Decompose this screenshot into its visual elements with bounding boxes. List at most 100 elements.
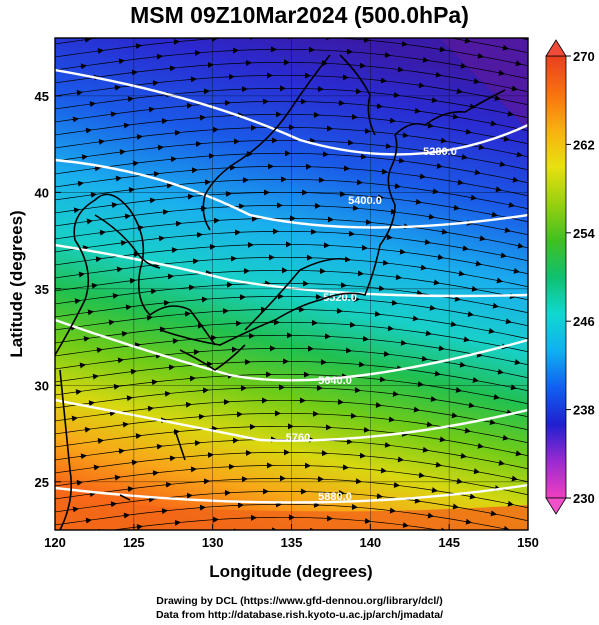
wind-arrow (358, 62, 366, 69)
wind-arrow (186, 193, 194, 200)
credit-drawing: Drawing by DCL (https://www.gfd-dennou.o… (156, 595, 443, 607)
wind-arrow (454, 386, 462, 393)
wind-arrow (94, 558, 100, 559)
contour-label: 5640.0 (318, 375, 352, 387)
wind-arrow (76, 180, 84, 187)
wind-arrow (79, 63, 87, 70)
wind-arrow (474, 260, 482, 267)
wind-arrow (151, 470, 159, 477)
height-contours: 5880.0 5760 5640.0 5520.0 5400.0 5280.0 (55, 68, 528, 504)
wind-arrow (463, 38, 471, 44)
wind-arrow (382, 350, 390, 357)
wind-arrow (488, 419, 496, 426)
wind-streamlines (55, 38, 528, 559)
wind-arrow (515, 151, 523, 158)
height-contour (55, 68, 528, 156)
wind-arrow (421, 56, 429, 63)
height-contour (55, 318, 528, 382)
wind-arrow (110, 202, 118, 209)
wind-arrow (492, 393, 500, 400)
wind-arrow (452, 204, 460, 211)
wind-arrow (509, 384, 517, 391)
wind-arrow (379, 77, 387, 84)
contour-label: 5520.0 (323, 292, 357, 304)
wind-arrow (435, 162, 443, 169)
wind-arrow (363, 518, 371, 524)
wind-arrow (499, 554, 505, 555)
wind-arrow (86, 309, 94, 316)
wind-arrow (383, 441, 391, 448)
wind-arrow (430, 487, 438, 494)
wind-arrow (168, 455, 176, 462)
wind-arrow (150, 379, 158, 386)
wind-arrow (461, 245, 469, 252)
wind-arrow (81, 547, 87, 548)
wind-arrow (75, 89, 83, 96)
wind-arrow (70, 415, 78, 422)
wind-arrow (147, 496, 155, 503)
wind-arrow (391, 390, 399, 397)
wind-arrow (93, 165, 101, 172)
wind-arrow (152, 171, 160, 178)
wind-arrow (476, 442, 484, 449)
wind-arrow (460, 154, 468, 160)
streamline (55, 178, 528, 210)
wind-arrow (78, 362, 86, 369)
wind-arrow (148, 197, 156, 204)
streamline (55, 152, 528, 184)
colorbar: 270 262 254 246 238 230 (545, 39, 595, 515)
wind-arrow (462, 336, 470, 343)
wind-arrow (417, 82, 425, 89)
colorbar-tick-label: 246 (573, 314, 595, 329)
wind-arrow (363, 128, 371, 134)
wind-arrow (493, 95, 501, 102)
wind-arrow (164, 481, 172, 488)
wind-arrow (381, 259, 389, 266)
wind-arrow (362, 426, 370, 433)
wind-arrow (376, 194, 384, 201)
wind-arrow (388, 507, 396, 514)
wind-arrow (122, 512, 130, 519)
wind-arrow (472, 78, 480, 85)
wind-arrow (124, 304, 132, 311)
wind-arrow (75, 479, 83, 486)
wind-arrow (477, 144, 485, 150)
wind-arrow (392, 481, 400, 488)
wind-arrow (79, 453, 87, 460)
wind-arrow (451, 503, 459, 510)
height-contour (55, 483, 528, 504)
y-axis-label: Latitude (degrees) (7, 210, 26, 357)
wind-arrow (434, 461, 442, 468)
wind-arrow (494, 186, 502, 193)
colorbar-max-arrow (545, 39, 567, 57)
wind-arrow (88, 101, 96, 108)
wind-arrow (170, 549, 176, 550)
wind-arrow (512, 267, 520, 274)
wind-arrow (513, 359, 521, 366)
wind-arrow (466, 311, 474, 317)
wind-arrow (502, 135, 510, 142)
wind-arrow (499, 252, 507, 259)
wind-arrow (434, 71, 442, 78)
wind-arrow (420, 355, 428, 362)
wind-arrow (111, 293, 119, 299)
wind-arrow (134, 433, 142, 440)
streamline (55, 48, 528, 80)
wind-arrow (163, 390, 171, 397)
streamline (55, 74, 528, 106)
wind-arrow (514, 60, 522, 67)
wind-arrow (109, 501, 117, 508)
wind-arrow (438, 436, 446, 443)
wind-arrow (455, 88, 463, 95)
wind-arrow (89, 191, 97, 198)
wind-arrow (386, 325, 394, 332)
wind-arrow (185, 102, 193, 109)
contour-label: 5760 (286, 432, 310, 444)
wind-arrow (396, 456, 404, 463)
wind-arrow (401, 132, 409, 139)
wind-arrow (401, 522, 409, 529)
wind-arrow (134, 43, 142, 50)
wind-arrow (122, 122, 130, 129)
chart-title: MSM 09Z10Mar2024 (500.0hPa) (130, 2, 469, 28)
wind-arrow (414, 198, 422, 205)
